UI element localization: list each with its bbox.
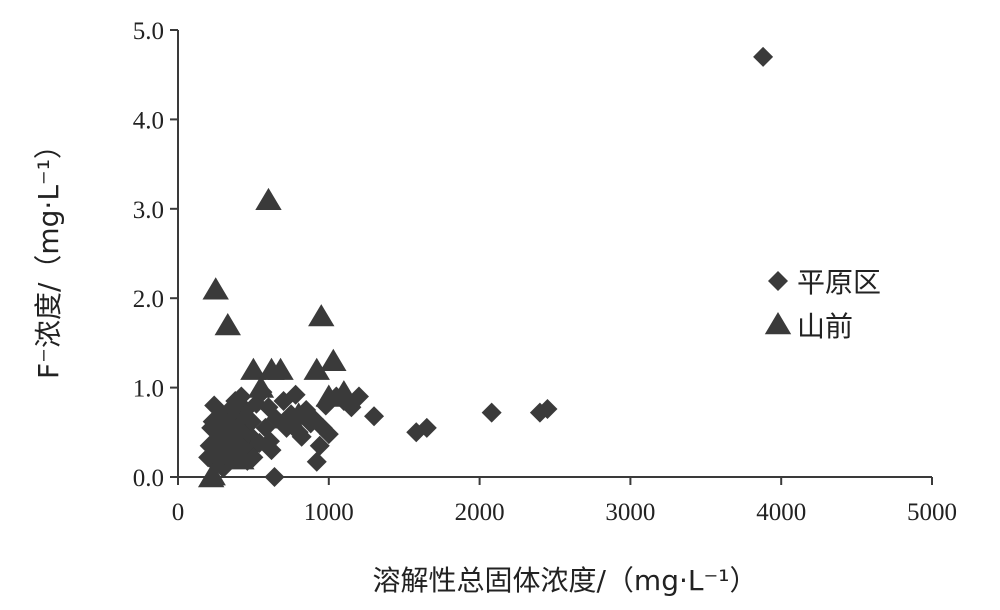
x-tick-label: 1000 [304, 499, 354, 526]
legend-marker-triangle [764, 312, 792, 335]
data-point-piedmont [285, 402, 312, 425]
data-point-piedmont [228, 447, 255, 470]
data-point-plain [753, 46, 774, 67]
data-point-plain [261, 440, 282, 461]
x-tick-label: 5000 [907, 499, 957, 526]
data-points [197, 46, 774, 488]
y-tick-label: 1.0 [133, 376, 164, 403]
data-point-plain [264, 467, 285, 487]
data-point-piedmont [214, 313, 241, 336]
x-tick-label: 4000 [756, 499, 806, 526]
data-point-piedmont [199, 463, 226, 486]
data-point-plain [306, 451, 327, 472]
legend-marker-diamond [768, 271, 788, 291]
data-point-piedmont [255, 187, 282, 211]
data-point-plain [309, 435, 330, 456]
data-point-piedmont [308, 304, 335, 327]
data-point-piedmont [232, 402, 260, 425]
data-point-piedmont [330, 380, 358, 403]
x-axis-title: 溶解性总固体浓度/（mg·L⁻¹） [373, 564, 758, 597]
data-point-piedmont [240, 357, 267, 380]
data-point-plain [318, 424, 339, 445]
data-point-plain [291, 426, 312, 447]
legend-item-piedmont: 山前 [764, 310, 853, 343]
data-point-piedmont [217, 415, 244, 439]
data-point-plain [364, 406, 385, 427]
x-ticks: 0 1000 2000 3000 4000 5000 [172, 477, 957, 526]
data-point-piedmont [207, 438, 234, 461]
data-point-piedmont [247, 375, 275, 398]
legend-label-plain: 平原区 [797, 266, 881, 299]
data-point-plain [481, 402, 502, 423]
y-tick-label: 4.0 [133, 107, 164, 134]
x-tick-label: 3000 [605, 499, 655, 526]
data-point-plain [537, 399, 558, 420]
axes [177, 30, 932, 478]
y-axis-title: F⁻浓度/（mg·L⁻¹） [32, 131, 65, 379]
x-tick-label: 0 [172, 499, 185, 526]
data-point-piedmont [303, 357, 330, 380]
data-point-piedmont [267, 357, 294, 380]
y-tick-label: 3.0 [133, 197, 164, 224]
y-tick-label: 2.0 [133, 286, 164, 313]
legend-label-piedmont: 山前 [797, 310, 853, 343]
y-tick-label: 5.0 [133, 18, 164, 45]
x-tick-label: 2000 [455, 499, 505, 526]
data-point-piedmont [320, 348, 347, 371]
legend-item-plain: 平原区 [768, 266, 881, 299]
legend: 平原区 山前 [764, 266, 881, 343]
data-point-plain [416, 417, 437, 438]
data-point-plain [285, 384, 306, 405]
data-point-piedmont [202, 277, 229, 300]
y-ticks: 0.0 1.0 2.0 3.0 4.0 5.0 [133, 18, 178, 492]
y-tick-label: 0.0 [133, 465, 164, 492]
